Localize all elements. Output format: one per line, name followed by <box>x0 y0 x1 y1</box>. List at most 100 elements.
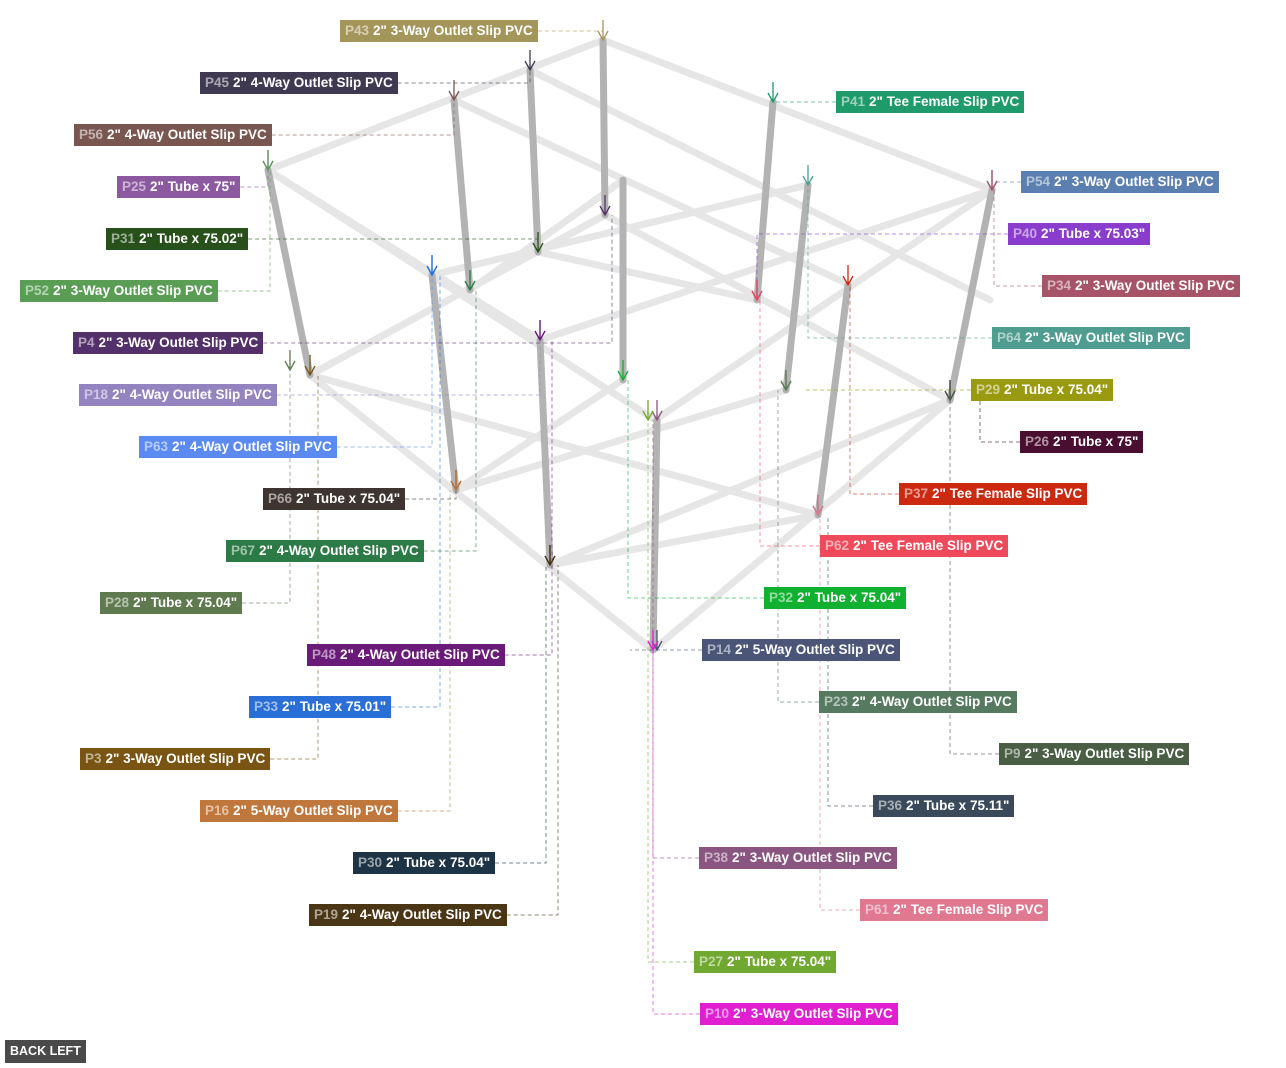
part-label-p32[interactable]: P32 2" Tube x 75.04" <box>764 587 907 609</box>
part-description: 2" Tube x 75" <box>1053 434 1139 449</box>
part-id: P16 <box>205 803 230 818</box>
vertical-tube <box>649 416 661 654</box>
arrow-icon <box>544 545 556 567</box>
part-label-p36[interactable]: P36 2" Tube x 75.11" <box>873 795 1015 817</box>
part-description: 2" 3-Way Outlet Slip PVC <box>733 1006 893 1021</box>
part-label-p40[interactable]: P40 2" Tube x 75.03" <box>1008 223 1151 245</box>
part-label-p54[interactable]: P54 2" 3-Way Outlet Slip PVC <box>1021 171 1219 193</box>
leader-line <box>993 190 1042 287</box>
part-label-p43[interactable]: P43 2" 3-Way Outlet Slip PVC <box>340 20 538 42</box>
part-id: P54 <box>1026 174 1051 189</box>
view-back-left-button[interactable]: BACK LEFT <box>5 1040 86 1063</box>
part-description: 2" 4-Way Outlet Slip PVC <box>259 543 419 558</box>
part-id: P63 <box>144 439 169 454</box>
arrow-icon <box>262 150 274 172</box>
part-description: 2" 3-Way Outlet Slip PVC <box>1075 278 1235 293</box>
leader-line <box>849 285 899 495</box>
part-description: 2" 3-Way Outlet Slip PVC <box>373 23 533 38</box>
part-label-p30[interactable]: P30 2" Tube x 75.04" <box>353 852 496 874</box>
part-label-p16[interactable]: P16 2" 5-Way Outlet Slip PVC <box>200 800 398 822</box>
leader-line <box>504 340 553 656</box>
leader-line <box>777 390 819 703</box>
part-description: 2" 4-Way Outlet Slip PVC <box>342 907 502 922</box>
part-label-p45[interactable]: P45 2" 4-Way Outlet Slip PVC <box>200 72 398 94</box>
arrow-icon <box>651 630 663 652</box>
part-label-p48[interactable]: P48 2" 4-Way Outlet Slip PVC <box>307 644 505 666</box>
leader-line <box>627 380 764 599</box>
part-label-p67[interactable]: P67 2" 4-Way Outlet Slip PVC <box>226 540 424 562</box>
part-id: P10 <box>705 1006 730 1021</box>
arrow-icon <box>842 265 854 287</box>
part-label-p66[interactable]: P66 2" Tube x 75.04" <box>263 488 406 510</box>
part-label-p14[interactable]: P14 2" 5-Way Outlet Slip PVC <box>702 639 900 661</box>
part-description: 2" Tube x 75.04" <box>386 855 491 870</box>
part-id: P45 <box>205 75 230 90</box>
part-label-p10[interactable]: P10 2" 3-Way Outlet Slip PVC <box>700 1003 898 1025</box>
part-label-p28[interactable]: P28 2" Tube x 75.04" <box>100 592 243 614</box>
part-label-p64[interactable]: P64 2" 3-Way Outlet Slip PVC <box>992 327 1190 349</box>
part-description: 2" Tee Female Slip PVC <box>932 486 1083 501</box>
part-label-p9[interactable]: P9 2" 3-Way Outlet Slip PVC <box>999 743 1190 765</box>
vertical-tube <box>782 181 812 394</box>
part-label-p41[interactable]: P41 2" Tee Female Slip PVC <box>836 91 1025 113</box>
part-label-p3[interactable]: P3 2" 3-Way Outlet Slip PVC <box>80 748 271 770</box>
part-label-p63[interactable]: P63 2" 4-Way Outlet Slip PVC <box>139 436 337 458</box>
part-id: P62 <box>825 538 850 553</box>
arrow-icon <box>599 195 611 217</box>
part-label-p34[interactable]: P34 2" 3-Way Outlet Slip PVC <box>1042 275 1240 297</box>
part-label-p37[interactable]: P37 2" Tee Female Slip PVC <box>899 483 1088 505</box>
part-label-p38[interactable]: P38 2" 3-Way Outlet Slip PVC <box>699 847 897 869</box>
part-label-p26[interactable]: P26 2" Tube x 75" <box>1020 431 1144 453</box>
part-label-p29[interactable]: P29 2" Tube x 75.04" <box>971 379 1114 401</box>
part-id: P61 <box>865 902 890 917</box>
pipe <box>599 36 996 194</box>
part-label-p61[interactable]: P61 2" Tee Female Slip PVC <box>860 899 1049 921</box>
part-description: 2" 5-Way Outlet Slip PVC <box>233 803 393 818</box>
leader-line <box>827 515 873 807</box>
part-label-p18[interactable]: P18 2" 4-Way Outlet Slip PVC <box>79 384 277 406</box>
part-description: 2" 4-Way Outlet Slip PVC <box>172 439 332 454</box>
arrow-icon <box>448 80 460 102</box>
part-id: P4 <box>78 335 95 350</box>
part-label-p27[interactable]: P27 2" Tube x 75.04" <box>694 951 837 973</box>
arrow-icon <box>284 350 296 372</box>
leader-line <box>391 275 441 708</box>
part-label-p23[interactable]: P23 2" 4-Way Outlet Slip PVC <box>819 691 1017 713</box>
part-label-p33[interactable]: P33 2" Tube x 75.01" <box>249 696 392 718</box>
leader-line <box>652 420 699 859</box>
pipe <box>649 396 954 654</box>
part-id: P29 <box>976 382 1001 397</box>
pipe <box>306 211 609 379</box>
part-id: P40 <box>1013 226 1038 241</box>
part-label-p25[interactable]: P25 2" Tube x 75" <box>117 176 241 198</box>
pipe <box>452 386 790 494</box>
leader-line <box>537 30 604 40</box>
arrow-icon <box>647 630 659 652</box>
leader-line <box>405 490 457 500</box>
part-id: P34 <box>1047 278 1072 293</box>
arrow-icon <box>524 50 536 72</box>
part-id: P66 <box>268 491 293 506</box>
part-description: 2" Tube x 75.04" <box>797 590 902 605</box>
part-description: 2" 5-Way Outlet Slip PVC <box>735 642 895 657</box>
part-id: P32 <box>769 590 794 605</box>
part-label-p31[interactable]: P31 2" Tube x 75.02" <box>106 228 249 250</box>
vertical-tube <box>450 96 474 294</box>
part-id: P31 <box>111 231 136 246</box>
part-label-p19[interactable]: P19 2" 4-Way Outlet Slip PVC <box>309 904 507 926</box>
arrow-icon <box>642 400 654 422</box>
part-description: 2" Tube x 75.04" <box>296 491 401 506</box>
arrow-icon <box>780 370 792 392</box>
part-label-p56[interactable]: P56 2" 4-Way Outlet Slip PVC <box>74 124 272 146</box>
part-label-p4[interactable]: P4 2" 3-Way Outlet Slip PVC <box>73 332 264 354</box>
leader-line <box>647 420 694 963</box>
arrow-icon <box>802 165 814 187</box>
part-description: 2" Tube x 75.04" <box>727 954 832 969</box>
leader-line <box>423 290 477 552</box>
leader-line <box>495 565 547 864</box>
part-id: P23 <box>824 694 849 709</box>
part-label-p52[interactable]: P52 2" 3-Way Outlet Slip PVC <box>20 280 218 302</box>
part-label-p62[interactable]: P62 2" Tee Female Slip PVC <box>820 535 1009 557</box>
part-id: P9 <box>1004 746 1021 761</box>
part-id: P38 <box>704 850 729 865</box>
